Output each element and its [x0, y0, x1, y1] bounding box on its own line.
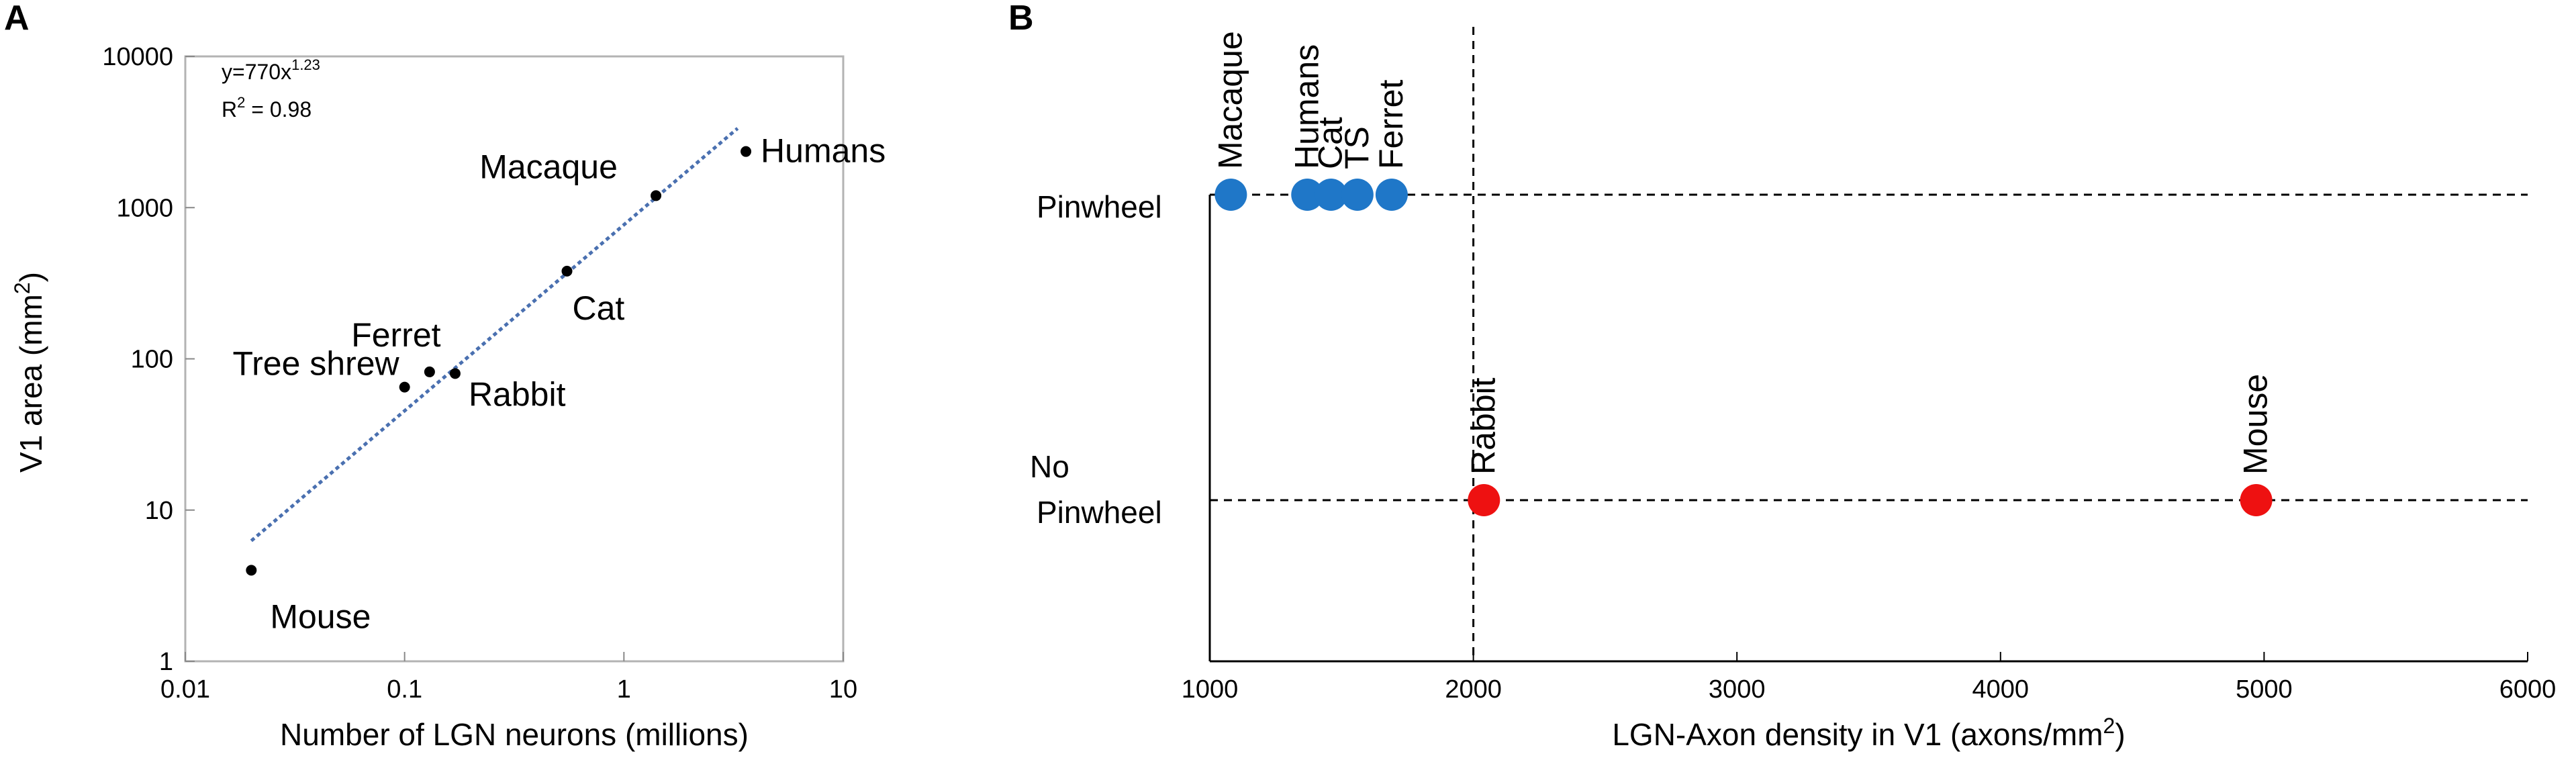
point-cat	[1315, 179, 1347, 211]
point-label-tree-shrew: Tree shrew	[232, 345, 399, 383]
r-squared-base: R	[222, 97, 237, 122]
point-tree-shrew	[399, 381, 410, 393]
panel-a-r-squared: R2 = 0.98	[222, 94, 312, 122]
x-tick-label: 1000	[1182, 675, 1239, 704]
point-label-rabbit: Rabbit	[469, 375, 566, 413]
point-label-humans: Humans	[761, 132, 886, 170]
point-humans	[1291, 179, 1324, 211]
panel-b-letter: B	[1008, 0, 1034, 38]
x-tick-label: 5000	[2236, 675, 2293, 704]
point-label-ferret: Ferret	[351, 316, 440, 354]
panel-b-axis-ticks: 1000 2000 3000 4000 5000 6000	[1182, 652, 2557, 704]
panel-a-fit-line	[250, 127, 739, 542]
x-tick-label: 6000	[2499, 675, 2557, 704]
category-label-no-pinwheel: No Pinwheel	[1030, 449, 1162, 530]
r-squared-superscript: 2	[237, 94, 245, 111]
point-label-mouse: Mouse	[2237, 374, 2275, 475]
point-rabbit	[1468, 484, 1500, 516]
r-squared-value: = 0.98	[245, 97, 312, 122]
point-ferret	[1375, 179, 1408, 211]
x-tick-label: 0.01	[160, 675, 210, 704]
point-ferret	[424, 366, 435, 377]
panel-b-category-chart: 1000 2000 3000 4000 5000 6000 Pinwheel No Pinwh…	[1030, 27, 2556, 752]
panel-a-x-axis-title: Number of LGN neurons (millions)	[280, 717, 749, 752]
point-label-rabbit: Rabbit	[1464, 377, 1502, 475]
panel-a-fit-equation: y=770x1.23	[222, 56, 320, 84]
x-tick-label: 4000	[1972, 675, 2030, 704]
point-mouse	[2240, 484, 2273, 516]
point-label-ts: TS	[1338, 126, 1376, 169]
point-cat	[561, 265, 573, 277]
point-macaque	[1214, 179, 1247, 211]
point-ts	[1341, 179, 1374, 211]
y-tick-label: 10	[145, 497, 173, 525]
x-tick-label: 0.1	[387, 675, 422, 704]
panel-b-x-axis-title: LGN-Axon density in V1 (axons/mm2)	[1612, 714, 2125, 752]
x-tick-label: 10	[829, 675, 857, 704]
point-label-cat: Cat	[573, 289, 625, 327]
panel-b-dashed-guides	[1210, 27, 2528, 661]
y-axis-title-superscript: 2	[10, 282, 34, 294]
panel-b-data-points	[1214, 179, 2273, 516]
x-tick-label: 3000	[1709, 675, 1766, 704]
x-axis-title-end: )	[2115, 717, 2125, 752]
point-label-cat: Cat	[1312, 117, 1349, 169]
y-axis-title-end: )	[13, 272, 48, 282]
panel-a-letter: A	[4, 0, 30, 38]
panel-a-data-points	[246, 146, 752, 576]
point-label-macaque: Macaque	[479, 148, 618, 185]
panel-a-scatter-chart: 0.01 0.1 1 10 1 10 100 1000 10000 Mouse Tree shre…	[10, 43, 886, 752]
y-tick-label: 10000	[102, 43, 173, 71]
x-axis-title-superscript: 2	[2103, 714, 2115, 738]
panel-a-axis-ticks: 0.01 0.1 1 10 1 10 100 1000 10000	[102, 43, 857, 704]
point-mouse	[246, 565, 257, 576]
x-tick-label: 2000	[1445, 675, 1502, 704]
point-rabbit	[449, 368, 461, 379]
point-label-mouse: Mouse	[270, 598, 371, 635]
fit-equation-base: y=770x	[222, 60, 291, 84]
point-label-humans: Humans	[1288, 44, 1325, 169]
y-tick-label: 1000	[116, 194, 173, 222]
y-tick-label: 1	[159, 648, 173, 676]
panel-b-category-labels: Pinwheel No Pinwheel	[1030, 189, 1162, 530]
y-tick-label: 100	[131, 346, 173, 374]
point-humans	[741, 146, 752, 157]
fit-equation-exponent: 1.23	[291, 56, 320, 73]
panel-a-y-axis-title: V1 area (mm2)	[10, 272, 48, 473]
x-axis-title-main: LGN-Axon density in V1 (axons/mm	[1612, 717, 2103, 752]
category-label-pinwheel: Pinwheel	[1037, 189, 1162, 224]
point-macaque	[651, 190, 662, 201]
point-label-ferret: Ferret	[1372, 80, 1410, 169]
y-axis-title-main: V1 area (mm	[13, 294, 48, 473]
point-label-macaque: Macaque	[1211, 31, 1249, 169]
x-tick-label: 1	[617, 675, 631, 704]
